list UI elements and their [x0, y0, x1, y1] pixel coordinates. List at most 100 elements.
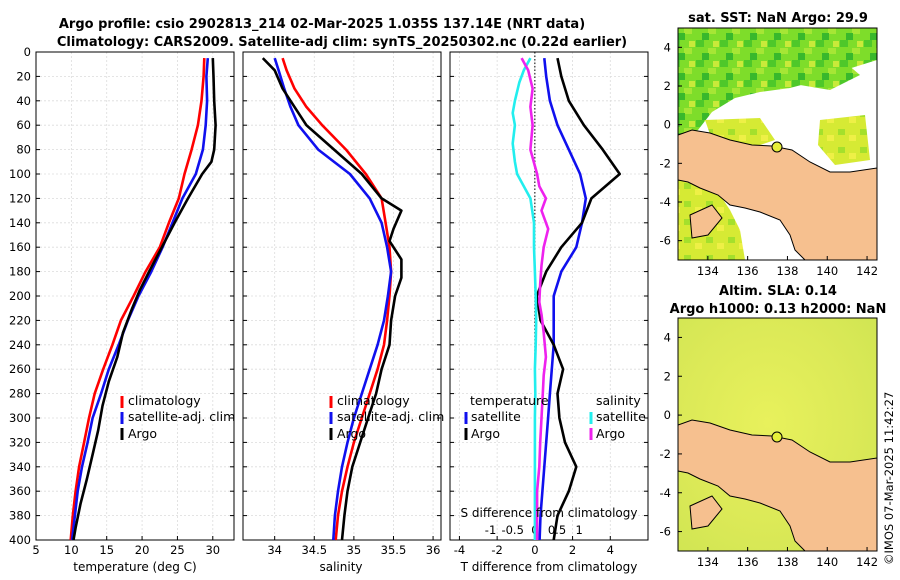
series-t-argo: [535, 57, 621, 541]
sst-land-island: [689, 204, 723, 239]
sst-map: 134 136 138 140 142 4 2 0 -2 -4 -6: [660, 27, 878, 278]
map-ytick-label: 2: [664, 369, 671, 383]
xtick-label: 35.5: [381, 543, 407, 557]
xtick-label: 34: [267, 543, 282, 557]
map-ytick-label: -2: [660, 447, 671, 461]
legend-s-satellite: satellite: [596, 409, 646, 424]
sla-map-title-line2: Argo h1000: 0.13 h2000: NaN: [670, 302, 887, 317]
map-ytick-label: 0: [664, 408, 671, 422]
s-tick-label: 1: [576, 523, 583, 537]
s-tick-label: -0.5: [501, 523, 523, 537]
salinity-xlabel: salinity: [319, 560, 362, 574]
xtick-label: 10: [64, 543, 79, 557]
xtick-label: 15: [99, 543, 114, 557]
ytick-label: 280: [9, 387, 31, 401]
map-ytick-label: 0: [664, 118, 671, 132]
ytick-label: 340: [9, 460, 31, 474]
legend-climatology: climatology: [337, 393, 410, 408]
series-s-argo: [520, 57, 550, 540]
sst-land-newguinea: [678, 129, 877, 260]
s-tick-label: 0.5: [548, 523, 566, 537]
xtick-label: 34.5: [301, 543, 327, 557]
map-ytick-label: -2: [660, 156, 671, 170]
salinity-panel: 34 34.5 35 35.5 36: [242, 51, 442, 557]
sst-frame: [677, 27, 878, 261]
series-satellite-adj-clim: [70, 58, 210, 541]
xtick-label: -2: [491, 543, 502, 557]
legend-satellite-adj: satellite-adj. clim: [337, 409, 444, 424]
ytick-label: 0: [24, 45, 31, 59]
ytick-label: 60: [16, 118, 31, 132]
sla-land-newguinea: [678, 419, 877, 551]
map-xtick-label: 138: [776, 264, 798, 278]
legend-t-satellite: satellite: [471, 409, 521, 424]
series-satellite-adj-clim: [273, 57, 393, 541]
ytick-label: 140: [9, 216, 31, 230]
ytick-label: 220: [9, 313, 31, 327]
ytick-label: 380: [9, 509, 31, 523]
legend-argo: Argo: [128, 426, 157, 441]
difference-xlabel-top: S difference from climatology: [461, 506, 638, 520]
map-ytick-label: 4: [664, 330, 671, 344]
legend-climatology: climatology: [128, 393, 201, 408]
ytick-label: 360: [9, 484, 31, 498]
map-xtick-label: 142: [856, 555, 878, 569]
xtick-label: 25: [170, 543, 185, 557]
map-ytick-label: -4: [660, 195, 671, 209]
xtick-label: 0: [531, 543, 538, 557]
map-xtick-label: 142: [856, 264, 878, 278]
difference-xlabel: T difference from climatology: [460, 560, 638, 574]
series-climatology: [281, 57, 393, 541]
series-argo: [72, 58, 217, 541]
map-ytick-label: -6: [660, 234, 671, 248]
sla-frame: [677, 317, 878, 552]
ytick-label: 80: [16, 143, 31, 157]
xtick-label: 2: [569, 543, 576, 557]
map-xtick-label: 140: [816, 555, 838, 569]
sla-land-island: [689, 495, 723, 530]
sst-field-patch: [790, 58, 860, 90]
xtick-label: 36: [426, 543, 441, 557]
series-climatology: [69, 58, 206, 541]
sst-field-east: [818, 115, 870, 165]
ytick-label: 260: [9, 362, 31, 376]
figure-title-line2: Climatology: CARS2009. Satellite-adj cli…: [57, 35, 627, 50]
xtick-label: 20: [135, 543, 150, 557]
series-t-satellite: [538, 57, 588, 541]
sla-argo-marker: [771, 431, 783, 443]
legend-s-title: salinity: [596, 393, 641, 408]
sst-map-title: sat. SST: NaN Argo: 29.9: [688, 11, 868, 26]
legend-t-argo: Argo: [471, 426, 500, 441]
series-argo: [261, 57, 403, 541]
legend-argo: Argo: [337, 426, 366, 441]
ytick-label: 20: [16, 69, 31, 83]
figure-title-line1: Argo profile: csio 2902813_214 02-Mar-20…: [59, 17, 585, 32]
map-ytick-label: 2: [664, 79, 671, 93]
sst-field-north: [678, 28, 877, 140]
temperature-legend: climatology satellite-adj. clim Argo: [120, 393, 235, 441]
xtick-label: 30: [205, 543, 220, 557]
map-xtick-label: 138: [776, 555, 798, 569]
ytick-label: 300: [9, 411, 31, 425]
map-ytick-label: 4: [664, 40, 671, 54]
ytick-label: 200: [9, 289, 31, 303]
temperature-xlabel: temperature (deg C): [73, 560, 196, 574]
map-xtick-label: 140: [816, 264, 838, 278]
map-ytick-label: -6: [660, 525, 671, 539]
series-s-satellite: [511, 57, 538, 540]
ytick-label: 160: [9, 240, 31, 254]
difference-panel: -4 -2 0 2 4-1 -0.5 0 0.5 1: [449, 51, 649, 557]
sla-map: 134 136 138 140 142 4 2 0 -2 -4 -6: [660, 317, 878, 569]
sla-map-title-line1: Altim. SLA: 0.14: [719, 284, 837, 299]
map-xtick-label: 136: [737, 264, 759, 278]
ytick-label: 240: [9, 338, 31, 352]
xtick-label: -4: [454, 543, 465, 557]
difference-legend: temperature satellite Argo salinity sate…: [464, 393, 646, 441]
map-xtick-label: 136: [737, 555, 759, 569]
salinity-legend: climatology satellite-adj. clim Argo: [329, 393, 444, 441]
s-tick-label: -1: [485, 523, 496, 537]
temperature-panel: 0 20 40 60 80 100 120 140 160 180 200 220 240 260 280 3…: [9, 45, 235, 557]
ytick-label: 320: [9, 435, 31, 449]
ytick-label: 120: [9, 191, 31, 205]
